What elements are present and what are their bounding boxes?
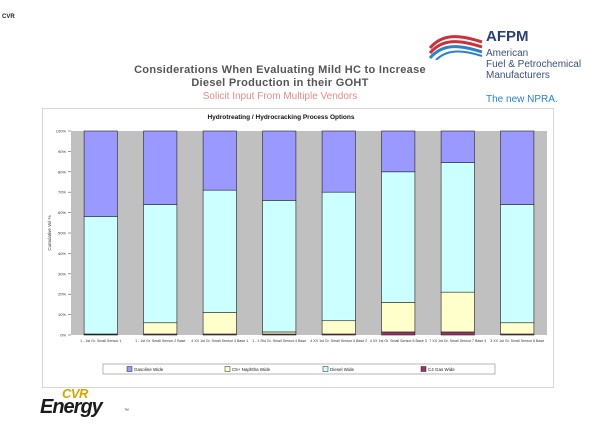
- bar-segment: [440, 331, 475, 336]
- afpm-line-3: Manufacturers: [486, 70, 550, 81]
- bar-segment: [381, 331, 416, 336]
- bar-segment: [202, 189, 237, 313]
- bar-segment: [321, 130, 356, 193]
- y-tick-label: 10%: [58, 312, 66, 317]
- slide-subtitle: Solicit Input From Multiple Vendors: [202, 91, 358, 102]
- y-tick-label: 30%: [58, 271, 66, 276]
- legend-label: C4 Gas Wide: [428, 367, 455, 372]
- corner-mark: CVR: [2, 14, 15, 20]
- afpm-swoosh-icon: [428, 35, 483, 60]
- y-tick-label: 70%: [58, 190, 66, 195]
- bar-segment: [143, 322, 178, 335]
- y-tick-label: 0%: [60, 333, 66, 338]
- bar-segment: [500, 322, 535, 335]
- y-tick-label: 90%: [58, 149, 66, 154]
- x-tick-label: 1 - 1 Rst Gr. Small Sensor 4 Base: [252, 339, 306, 343]
- plot-area: [71, 131, 547, 335]
- y-tick-label: 60%: [58, 210, 66, 215]
- chart-title: Hydrotreating / Hydrocracking Process Op…: [207, 114, 354, 121]
- bar-segment: [143, 130, 178, 205]
- y-axis-label: Cumulative Vol %: [47, 215, 52, 250]
- y-tick-label: 20%: [58, 292, 66, 297]
- bar-segment: [202, 312, 237, 335]
- bar-segment: [500, 204, 535, 324]
- legend-swatch: [224, 366, 231, 372]
- slide-title-line2: Diesel Production in their GOHT: [191, 77, 369, 89]
- stacked-bar-chart: Hydrotreating / Hydrocracking Process Op…: [47, 114, 547, 375]
- bar-segment: [381, 130, 416, 173]
- x-tick-label: 1 - 1st Gr. Small Sensor 1: [80, 339, 121, 343]
- y-tick-label: 50%: [58, 231, 66, 236]
- bar-segment: [262, 331, 297, 335]
- x-tick-label: 7 XX 1st Gr. Small Sensor 7 Base 4: [429, 339, 486, 343]
- afpm-line-2: Fuel & Petrochemical: [486, 59, 582, 70]
- bar-segment: [381, 302, 416, 333]
- x-tick-label: 4 XX 1st Gr. Small Sensor 5 Base 2: [310, 339, 367, 343]
- bar-segment: [440, 130, 475, 163]
- bar-segment: [83, 130, 118, 217]
- cvr-energy-logo: CVR Energy ™: [36, 386, 136, 426]
- bar-segment: [83, 216, 118, 335]
- legend-label: C5+ Naphtha Wide: [232, 367, 271, 372]
- legend-swatch: [126, 366, 133, 372]
- legend-label: Gasoline Wide: [134, 367, 164, 372]
- bar-segment: [381, 171, 416, 303]
- slide-title-line1: Considerations When Evaluating Mild HC t…: [134, 64, 426, 76]
- legend-swatch: [420, 366, 427, 372]
- bar-segment: [500, 130, 535, 205]
- bar-segment: [202, 130, 237, 191]
- chart-frame: Hydrotreating / Hydrocracking Process Op…: [42, 108, 554, 388]
- bar-segment: [143, 204, 178, 324]
- bar-segment: [262, 200, 297, 333]
- bar-segment: [321, 191, 356, 322]
- afpm-tagline: The new NPRA.: [486, 94, 558, 105]
- afpm-name: AFPM: [486, 28, 529, 45]
- afpm-logo: AFPM American Fuel & Petrochemical Manuf…: [428, 28, 588, 108]
- y-tick-label: 100%: [56, 129, 67, 134]
- x-tick-label: 4 XX 1st Gr. Small Sensor 3 Base 1: [191, 339, 248, 343]
- legend-label: Diesel Wide: [330, 367, 355, 372]
- legend-box: [102, 363, 496, 375]
- x-tick-label: 4 XX 1st Gr. Small Sensor 6 Base 3: [370, 339, 427, 343]
- afpm-line-1: American: [486, 48, 529, 59]
- slide-titles: Considerations When Evaluating Mild HC t…: [90, 64, 470, 103]
- bar-segment: [262, 130, 297, 201]
- y-tick-label: 40%: [58, 251, 66, 256]
- y-tick-label: 80%: [58, 169, 66, 174]
- cvr-logo-tm: ™: [124, 408, 129, 414]
- x-tick-label: 1 - 1st Gr. Small Sensor 2 Base: [135, 339, 185, 343]
- cvr-logo-bottom: Energy: [40, 396, 103, 418]
- bar-segment: [321, 320, 356, 335]
- legend-swatch: [322, 366, 329, 372]
- cvr-logo-top: CVR: [62, 386, 88, 401]
- x-tick-label: 3 XX 1st Gr. Small Sensor 8 Base: [490, 339, 544, 343]
- bar-segment: [440, 291, 475, 333]
- bar-segment: [440, 162, 475, 293]
